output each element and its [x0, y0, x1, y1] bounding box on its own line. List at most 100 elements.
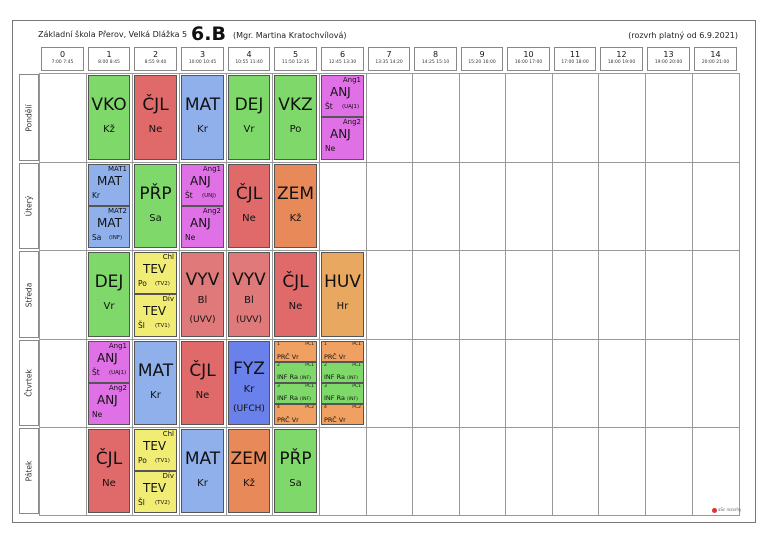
lesson-block[interactable]: PŘP Sa [134, 164, 177, 248]
period-header-2: 2 8:55 9:40 [134, 47, 177, 71]
lesson-block[interactable]: VKZ Po [274, 75, 317, 160]
lesson-block[interactable]: MAT Kr [134, 341, 177, 425]
quarter-lesson-block[interactable]: 2 PČ1 INF Ra (INF) [274, 362, 317, 383]
quarter-lesson-block[interactable]: 1 PČ1 PRČ Vr [274, 341, 317, 362]
timetable-cell [459, 427, 506, 516]
half-lesson-block[interactable]: Ang1 ANJ Št (UNJ) [181, 164, 224, 206]
half-lesson-block[interactable]: Ang2 ANJ Ne [88, 383, 130, 425]
period-time: 17:00 18:00 [561, 60, 589, 65]
lesson-block[interactable]: ČJL Ne [88, 429, 130, 513]
lesson-teacher: Sa [149, 213, 162, 224]
lesson-group: Ang2 [202, 207, 221, 215]
asc-logo: aSc rozvrhy [712, 507, 741, 513]
half-lesson-block[interactable]: MAT2 MAT Sa (INF) [88, 206, 130, 248]
lesson-teacher: Št [325, 102, 333, 111]
lesson-block[interactable]: ČJL Ne [181, 341, 224, 425]
lesson-block[interactable]: MAT Kr [181, 429, 224, 513]
period-header-1: 1 8:00 8:45 [88, 47, 130, 71]
lesson-group: PČ2 [352, 405, 361, 410]
lesson-subject: TEV [143, 262, 167, 276]
quarter-lesson-block[interactable]: 4 PČ2 PRČ Vr [321, 404, 364, 425]
class-name: 6.B [191, 23, 226, 45]
lesson-teacher: Šl [138, 321, 145, 330]
timetable-cell [552, 162, 599, 251]
lesson-subject: VKO [91, 95, 127, 115]
lesson-teacher: Ne [92, 410, 103, 419]
lesson-teacher: Ne [102, 478, 116, 489]
lesson-room: (TV2) [155, 500, 170, 506]
half-lesson-block[interactable]: MAT1 MAT Kr [88, 164, 130, 206]
lesson-room: (TV2) [155, 281, 170, 287]
timetable-cell [552, 250, 599, 340]
timetable-cell [505, 250, 553, 340]
period-time: 16:00 17:00 [514, 60, 543, 65]
period-number: 12 [616, 50, 627, 59]
quarter-lesson-block[interactable]: 3 PČ1 INF Ra (INF) [274, 383, 317, 404]
lesson-block[interactable]: VKO Kž [88, 75, 130, 160]
lesson-room: (UVV) [236, 315, 262, 325]
lesson-teacher: Šl [138, 498, 145, 507]
lesson-block[interactable]: VYV Bl (UVV) [228, 252, 270, 337]
lesson-text: INF Ra (INF) [277, 395, 311, 403]
lesson-group: MAT1 [107, 165, 127, 173]
lesson-block[interactable]: FYZ Kr (UFCH) [228, 341, 270, 425]
timetable-cell [692, 162, 740, 251]
lesson-teacher: Bl [197, 295, 208, 306]
lesson-subject: ANJ [190, 174, 211, 188]
lesson-subject: ANJ [330, 127, 351, 141]
lesson-room: (UFCH) [233, 404, 265, 414]
lesson-teacher: Kr [197, 124, 208, 135]
timetable-cell [412, 339, 460, 428]
lesson-subject: VYV [232, 270, 266, 290]
lesson-teacher: Sa [92, 233, 102, 242]
lesson-block[interactable]: HUV Hr [321, 252, 364, 337]
period-number: 2 [152, 50, 159, 59]
half-lesson-block[interactable]: Dív TEV Šl (TV1) [134, 294, 177, 337]
day-label-0: Pondělí [19, 74, 39, 161]
quarter-lesson-block[interactable]: 4 PČ2 PRČ Vr [274, 404, 317, 425]
lesson-block[interactable]: ČJL Ne [228, 164, 270, 248]
lesson-subject: ČJL [189, 361, 216, 381]
lesson-block[interactable]: MAT Kr [181, 75, 224, 160]
lesson-block[interactable]: ZEM Kž [228, 429, 270, 513]
quarter-lesson-block[interactable]: 3 PČ1 INF Ra (INF) [321, 383, 364, 404]
lesson-teacher: Po [138, 456, 147, 465]
timetable-cell [39, 162, 87, 251]
half-lesson-block[interactable]: Chl TEV Po (TV2) [134, 252, 177, 294]
half-lesson-block[interactable]: Ang2 ANJ Ne [181, 206, 224, 248]
lesson-block[interactable]: PŘP Sa [274, 429, 317, 513]
period-number: 6 [339, 50, 346, 59]
day-name: Čtvrtek [24, 369, 34, 397]
timetable-cell [645, 427, 693, 516]
timetable-cell [505, 73, 553, 163]
lesson-group: PČ1 [305, 384, 314, 389]
quarter-lesson-block[interactable]: 1 PČ1 PRČ Vr [321, 341, 364, 362]
half-lesson-block[interactable]: Ang2 ANJ Ne [321, 117, 364, 160]
lesson-block[interactable]: ČJL Ne [274, 252, 317, 337]
lesson-room: (TV1) [155, 323, 170, 329]
lesson-teacher: Vr [243, 124, 255, 135]
lesson-subject: HUV [324, 272, 361, 292]
half-lesson-block[interactable]: Chl TEV Po (TV1) [134, 429, 177, 471]
lesson-block[interactable]: VYV Bl (UVV) [181, 252, 224, 337]
half-lesson-block[interactable]: Ang1 ANJ Št (UAJ1) [321, 75, 364, 117]
timetable-cell [366, 427, 413, 516]
lesson-subject: ANJ [190, 216, 211, 230]
lesson-subject-teacher: INF Ra [277, 373, 298, 381]
quarter-lesson-block[interactable]: 2 PČ1 INF Ra (INF) [321, 362, 364, 383]
lesson-text: PRČ Vr [277, 354, 299, 361]
lesson-block[interactable]: ČJL Ne [134, 75, 177, 160]
period-number: 10 [523, 50, 534, 59]
lesson-text: INF Ra (INF) [277, 374, 311, 382]
lesson-text: PRČ Vr [324, 417, 346, 424]
validity-note: (rozvrh platný od 6.9.2021) [628, 31, 738, 40]
lesson-block[interactable]: DEJ Vr [88, 252, 130, 337]
lesson-block[interactable]: ZEM Kž [274, 164, 317, 248]
lesson-block[interactable]: DEJ Vr [228, 75, 270, 160]
timetable-cell [366, 339, 413, 428]
day-name: Úterý [24, 195, 34, 217]
half-lesson-block[interactable]: Dív TEV Šl (TV2) [134, 471, 177, 513]
half-lesson-block[interactable]: Ang1 ANJ Št (UAJ1) [88, 341, 130, 383]
lesson-group: Ang1 [108, 342, 127, 350]
